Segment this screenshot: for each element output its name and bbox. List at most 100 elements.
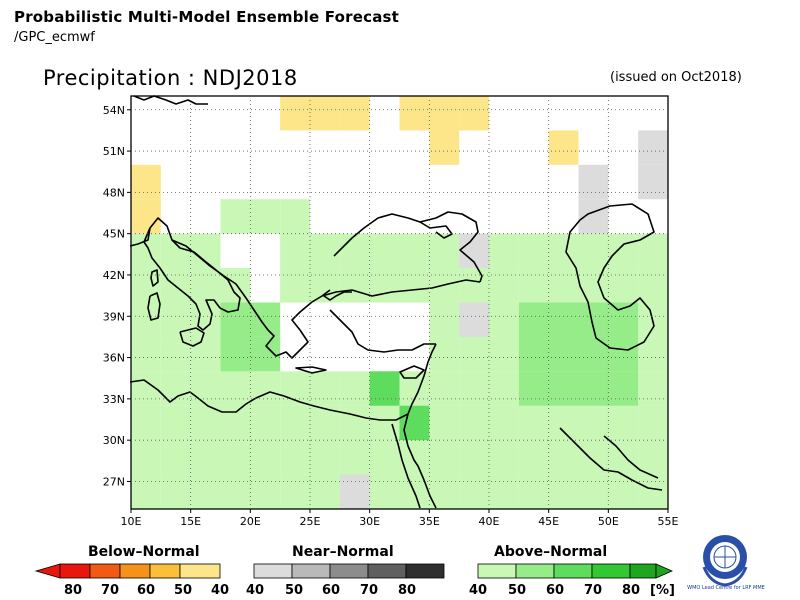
- forecast-cell: [190, 405, 221, 441]
- legend-above-80: [629, 563, 657, 579]
- forecast-cell: [548, 268, 579, 303]
- forecast-cell: [220, 302, 251, 337]
- forecast-cell: [518, 268, 549, 303]
- forecast-cell: [429, 130, 460, 165]
- wmo-caption: WMO Lead Centre for LRF MME: [687, 585, 765, 591]
- forecast-cell: [399, 405, 430, 441]
- lat-tick-label: 48N: [103, 186, 125, 199]
- forecast-cell: [489, 302, 519, 337]
- forecast-cell: [369, 440, 400, 475]
- legend-above-label-70: 70: [584, 583, 602, 598]
- legend-near-40: [253, 563, 293, 579]
- forecast-cell: [131, 268, 161, 303]
- forecast-cell: [459, 474, 489, 509]
- legend-below-label-80: 80: [64, 583, 82, 598]
- legend-below-label-70: 70: [101, 583, 119, 598]
- forecast-cell: [339, 96, 370, 131]
- lat-tick-label: 36N: [103, 352, 125, 365]
- forecast-cell: [250, 199, 281, 234]
- legend-below-60: [119, 563, 151, 579]
- coast-turkey-north: [321, 279, 481, 297]
- legend-above-70: [591, 563, 631, 579]
- legend-near-label-50: 50: [285, 583, 303, 598]
- legend-near-label-60: 60: [322, 583, 340, 598]
- forecast-cell: [518, 233, 549, 269]
- legend-near-label-70: 70: [360, 583, 378, 598]
- legend-below-label-50: 50: [174, 583, 192, 598]
- forecast-cell: [190, 268, 221, 303]
- forecast-cell: [638, 130, 668, 165]
- page-subtitle: /GPC_ecmwf: [14, 30, 95, 45]
- lon-tick-label: 30E: [359, 515, 380, 528]
- coast-baltic: [133, 95, 208, 105]
- forecast-cell: [131, 199, 161, 234]
- legend-above-40: [477, 563, 517, 579]
- forecast-cell: [250, 440, 281, 475]
- legend-near-80: [405, 563, 445, 579]
- forecast-cell: [548, 302, 579, 337]
- forecast-cell: [190, 371, 221, 406]
- coast-sardinia: [147, 292, 161, 321]
- lat-tick-label: 30N: [103, 434, 125, 447]
- legend-near: Near–Normal 40 50 60 70 80: [246, 544, 445, 598]
- forecast-cell: [638, 164, 668, 200]
- lon-tick-label: 40E: [479, 515, 500, 528]
- forecast-cell: [548, 130, 579, 165]
- forecast-cell: [310, 233, 340, 269]
- forecast-cell: [518, 302, 549, 337]
- forecast-cell: [131, 405, 161, 441]
- legend-above-label-60: 60: [546, 583, 564, 598]
- coast-aegean: [323, 291, 352, 301]
- forecast-cell: [518, 371, 549, 406]
- forecast-cell: [578, 302, 609, 337]
- forecast-cell: [429, 371, 460, 406]
- forecast-cell: [608, 474, 639, 509]
- forecast-cell: [131, 440, 161, 475]
- coast-gulf-2: [603, 435, 659, 479]
- forecast-cell: [429, 440, 460, 475]
- forecast-cell: [459, 96, 489, 131]
- forecast-cell: [548, 371, 579, 406]
- forecast-cell: [518, 440, 549, 475]
- forecast-cell: [160, 440, 191, 475]
- forecast-cell: [399, 440, 430, 475]
- forecast-cell: [310, 96, 340, 131]
- forecast-cell: [608, 405, 639, 441]
- forecast-cell: [638, 371, 668, 406]
- forecast-cell: [399, 268, 430, 303]
- legend-below-70: [89, 563, 121, 579]
- forecast-cell: [578, 199, 609, 234]
- coast-corsica: [150, 269, 159, 287]
- lat-tick-label: 54N: [103, 104, 125, 117]
- map-grid: [131, 96, 668, 509]
- forecast-cell: [399, 96, 430, 131]
- forecast-cell: [548, 233, 579, 269]
- forecast-cell: [190, 302, 221, 337]
- forecast-cell: [578, 405, 609, 441]
- coast-crete: [295, 366, 327, 374]
- map-frame: [130, 95, 669, 510]
- forecast-cell: [429, 405, 460, 441]
- forecast-cell: [339, 440, 370, 475]
- coast-caspian: [565, 203, 655, 351]
- forecast-cell: [638, 233, 668, 269]
- forecast-cell: [280, 268, 310, 303]
- forecast-cell: [160, 336, 191, 372]
- lon-tick-labels: 10E 15E 20E 25E 30E 35E 40E 45E 50E 55E: [121, 509, 679, 528]
- forecast-cell: [459, 302, 489, 337]
- legend-above-60: [553, 563, 593, 579]
- forecast-cell: [369, 268, 400, 303]
- legend-below-80: [59, 563, 91, 579]
- forecast-cell: [429, 96, 460, 131]
- forecast-cell: [429, 302, 460, 337]
- forecast-cell: [131, 164, 161, 200]
- legend-near-70: [367, 563, 407, 579]
- forecast-cell: [220, 474, 251, 509]
- legend-below-40: [179, 563, 221, 579]
- forecast-cell: [339, 474, 370, 509]
- legend-below-label-60: 60: [137, 583, 155, 598]
- lon-tick-label: 45E: [538, 515, 559, 528]
- forecast-cell: [369, 233, 400, 269]
- lat-tick-label: 45N: [103, 228, 125, 241]
